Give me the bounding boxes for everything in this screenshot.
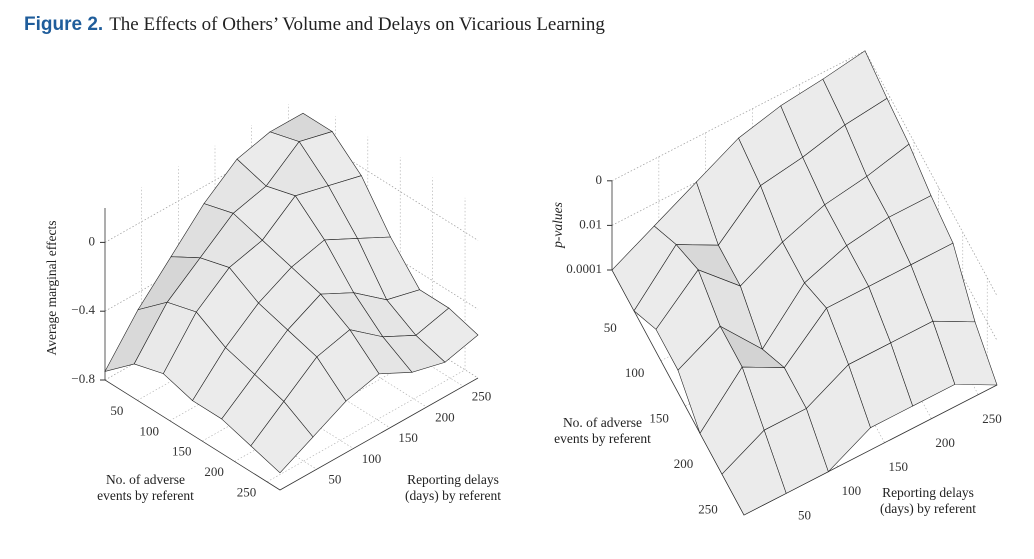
grid-line: [214, 317, 391, 429]
z-tick-label: 0: [89, 233, 96, 248]
axis-line: [104, 208, 479, 491]
figure-title: Figure 2. The Effects of Others’ Volume a…: [24, 14, 605, 36]
grid-line: [104, 198, 479, 312]
x-tick-label: 200: [204, 464, 224, 479]
y-tick-label: 200: [935, 435, 955, 450]
y-tick-label: 150: [888, 459, 908, 474]
grid-line: [178, 338, 354, 449]
y-tick-label: 250: [982, 411, 1002, 426]
y-axis-label: Reporting delays (days) by referent: [405, 472, 501, 503]
title: The Effects of Others’ Volume and Delays…: [109, 14, 605, 35]
z-tick-label: −0.8: [71, 371, 95, 386]
z-tick-label: 0.01: [579, 216, 602, 231]
y-tick-label: 200: [435, 409, 455, 424]
y-tick-label: 100: [362, 451, 382, 466]
z-axis-label: Average marginal effects: [44, 220, 59, 356]
figure-label: Figure 2.: [24, 14, 104, 35]
x-tick-label: 250: [237, 484, 257, 499]
x-tick-label: 50: [604, 320, 617, 335]
surface-patch: [721, 429, 787, 516]
grid-line: [288, 276, 464, 387]
x-tick-label: 200: [674, 456, 694, 471]
x-tick-label: 50: [110, 403, 123, 418]
z-tick-label: 0: [596, 172, 603, 187]
x-tick-label: 150: [172, 444, 192, 459]
grid-line: [104, 129, 479, 243]
x-tick-label: 100: [625, 365, 645, 380]
y-axis-label: Reporting delays (days) by referent: [880, 485, 976, 516]
grid-line: [266, 369, 466, 483]
x-tick-label: 100: [140, 423, 160, 438]
x-axis-label: No. of adverse events by referent: [97, 472, 194, 503]
y-tick-label: 150: [398, 430, 418, 445]
y-tick-label: 250: [472, 389, 492, 404]
z-axis-label: p-values: [550, 202, 565, 248]
x-axis-label: No. of adverse events by referent: [554, 415, 651, 446]
y-tick-label: 100: [842, 483, 862, 498]
y-tick-label: 50: [328, 472, 341, 487]
x-tick-label: 250: [698, 501, 718, 516]
y-tick-label: 50: [798, 507, 811, 522]
x-tick-label: 150: [649, 411, 669, 426]
z-tick-label: 0.0001: [566, 261, 602, 276]
axis-line: [611, 180, 998, 516]
z-tick-label: −0.4: [71, 302, 95, 317]
grid-line: [251, 296, 427, 408]
surface-patch: [250, 400, 314, 474]
